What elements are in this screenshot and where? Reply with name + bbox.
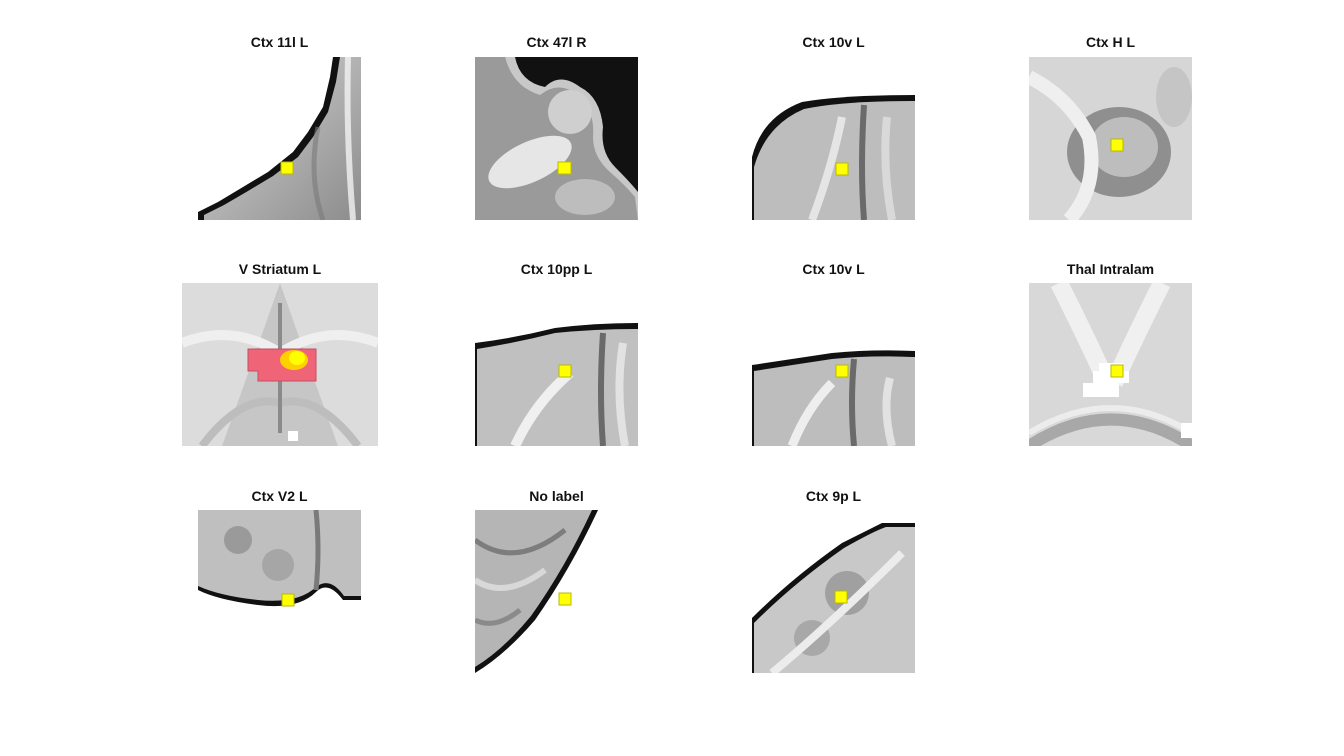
- panel-title: Ctx 10v L: [802, 261, 865, 277]
- brain-slice-image: [475, 510, 598, 673]
- peak-marker: [557, 161, 572, 175]
- brain-slice-image: [475, 323, 638, 446]
- peak-marker: [281, 593, 295, 607]
- slice-panel-2: Ctx 47l R: [475, 34, 638, 220]
- slice-panel-7: Ctx 10v L: [752, 261, 915, 447]
- brain-slice-image: [752, 95, 915, 220]
- peak-marker: [1110, 138, 1124, 152]
- brain-slice-image: [182, 283, 378, 446]
- brain-slice-image: [198, 510, 361, 607]
- panel-title: Ctx 9p L: [805, 488, 862, 504]
- panel-title: Ctx 10pp L: [520, 261, 593, 277]
- slice-panel-6: Ctx 10pp L: [475, 261, 638, 447]
- slice-panel-4: Ctx H L: [1029, 34, 1192, 220]
- brain-slice-image: [1029, 57, 1192, 220]
- peak-marker: [835, 364, 849, 378]
- slice-panel-8: Thal Intralam: [1029, 261, 1192, 447]
- slice-panel-5: V Striatum L: [182, 261, 378, 447]
- panel-title: Ctx 11l L: [250, 34, 309, 50]
- slice-panel-10: No label: [475, 488, 638, 674]
- peak-marker: [834, 590, 848, 604]
- panel-title: Ctx V2 L: [251, 488, 308, 504]
- brain-slice-image: [198, 57, 361, 220]
- panel-title: No label: [529, 488, 584, 504]
- brain-slice-image: [752, 350, 915, 446]
- slice-panel-3: Ctx 10v L: [752, 34, 915, 220]
- brain-slice-image: [752, 523, 915, 673]
- slice-panel-1: Ctx 11l L: [198, 34, 361, 220]
- slice-panel-9: Ctx V2 L: [198, 488, 361, 674]
- panel-title: Ctx H L: [1086, 34, 1135, 50]
- brain-slice-image: [1029, 283, 1192, 446]
- panel-title: Thal Intralam: [1066, 261, 1155, 277]
- panel-title: V Striatum L: [238, 261, 322, 277]
- panel-title: Ctx 10v L: [802, 34, 865, 50]
- peak-marker: [558, 592, 572, 606]
- peak-marker: [280, 161, 294, 175]
- panel-title: Ctx 47l R: [526, 34, 587, 50]
- brain-slice-image: [475, 57, 638, 220]
- peak-marker: [835, 162, 849, 176]
- slice-panel-11: Ctx 9p L: [752, 488, 915, 674]
- peak-marker: [558, 364, 572, 378]
- peak-marker: [1110, 364, 1124, 378]
